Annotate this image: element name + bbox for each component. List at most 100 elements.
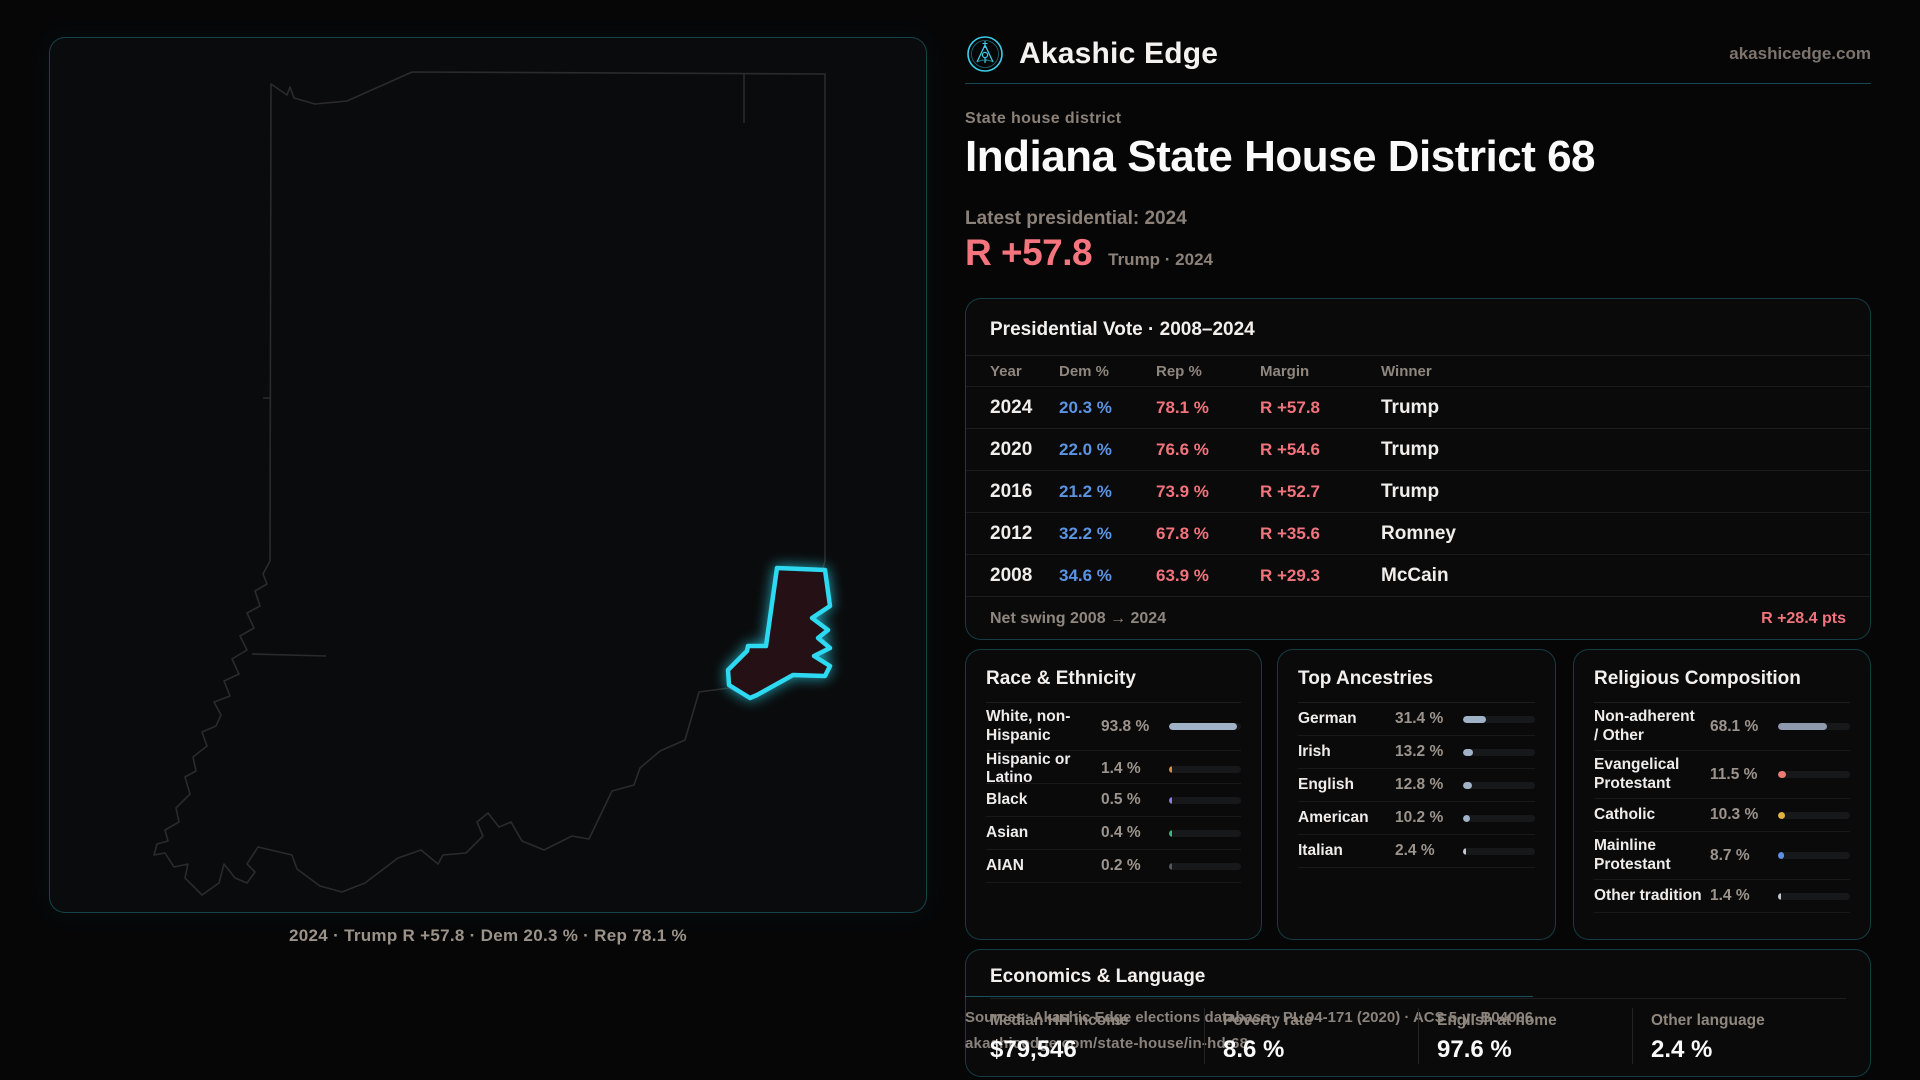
stat-cell: Other language 2.4 % xyxy=(1632,1008,1846,1064)
stat-bar xyxy=(1169,862,1241,870)
religious-composition-panel: Religious Composition Non-adherent / Oth… xyxy=(1573,649,1871,940)
stat-label: Hispanic or Latino xyxy=(986,751,1071,787)
stat-row: Non-adherent / Other 68.1 % xyxy=(1594,703,1850,751)
race-ethnicity-panel: Race & Ethnicity White, non-Hispanic 93.… xyxy=(965,649,1262,940)
presidential-panel-title: Presidential Vote · 2008–2024 xyxy=(990,319,1255,340)
stat-value: 2.4 % xyxy=(1651,1036,1713,1063)
year-cell: 2008 xyxy=(990,564,1033,586)
stat-bar xyxy=(1463,814,1535,822)
stat-value: 0.2 % xyxy=(1101,857,1141,874)
stat-label: Catholic xyxy=(1594,805,1656,823)
margin-value: R +57.8 xyxy=(965,232,1093,273)
stat-row: Irish 13.2 % xyxy=(1298,736,1535,769)
sources-line: Sources: Akashic Edge elections database… xyxy=(965,1009,1534,1026)
stat-bar xyxy=(1169,723,1241,730)
col-winner: Winner xyxy=(1381,362,1432,380)
stat-row: Black 0.5 % xyxy=(986,784,1241,817)
stat-row: White, non-Hispanic 93.8 % xyxy=(986,703,1241,751)
map-caption: 2024 · Trump R +57.8 · Dem 20.3 % · Rep … xyxy=(289,926,687,945)
indiana-map xyxy=(153,71,833,896)
winner-cell: McCain xyxy=(1381,564,1449,586)
stat-value: 12.8 % xyxy=(1395,776,1444,793)
stat-label: AIAN xyxy=(986,856,1024,874)
table-header-row: Year Dem % Rep % Margin Winner xyxy=(966,356,1870,387)
year-cell: 2012 xyxy=(990,522,1033,544)
stat-row: Mainline Protestant 8.7 % xyxy=(1594,832,1850,880)
margin-subtext: Trump · 2024 xyxy=(1108,250,1213,269)
top-ancestries-panel: Top Ancestries German 31.4 % Irish 13.2 … xyxy=(1277,649,1556,940)
winner-cell: Trump xyxy=(1381,396,1440,418)
stat-row: American 10.2 % xyxy=(1298,802,1535,835)
stat-row: Catholic 10.3 % xyxy=(1594,799,1850,832)
margin-cell: R +57.8 xyxy=(1260,397,1321,417)
stat-row: German 31.4 % xyxy=(1298,703,1535,736)
stat-value: 8.6 % xyxy=(1223,1036,1285,1063)
rep-cell: 67.8 % xyxy=(1156,523,1209,543)
divider xyxy=(986,702,1241,703)
stat-row: AIAN 0.2 % xyxy=(986,850,1241,883)
district-map-panel xyxy=(49,37,927,913)
district-shape[interactable] xyxy=(725,565,833,701)
stat-label: Other language xyxy=(1651,1012,1765,1029)
dem-cell: 34.6 % xyxy=(1059,565,1112,585)
presidential-vote-panel: Presidential Vote · 2008–2024 Year Dem %… xyxy=(965,298,1871,640)
stat-value: 1.4 % xyxy=(1101,760,1141,778)
boundary-artifact-mid xyxy=(251,653,327,657)
stat-label: Evangelical Protestant xyxy=(1594,756,1680,792)
stat-label: Mainline Protestant xyxy=(1594,837,1671,873)
winner-cell: Romney xyxy=(1381,522,1456,544)
stat-label: Non-adherent / Other xyxy=(1594,708,1695,744)
stat-value: 10.2 % xyxy=(1395,809,1444,826)
table-row: 2024 20.3 % 78.1 % R +57.8 Trump xyxy=(966,387,1870,429)
net-swing-label: Net swing 2008 → 2024 xyxy=(990,610,1167,627)
stat-bar xyxy=(1463,847,1535,855)
table-row: 2016 21.2 % 73.9 % R +52.7 Trump xyxy=(966,471,1870,513)
divider xyxy=(966,355,1870,356)
brand-domain-link[interactable]: akashicedge.com xyxy=(1729,44,1871,63)
dem-cell: 20.3 % xyxy=(1059,397,1112,417)
rep-cell: 76.6 % xyxy=(1156,439,1209,459)
stat-bar xyxy=(1463,748,1535,756)
stat-cell: Poverty rate 8.6 % xyxy=(1204,1008,1418,1064)
margin-cell: R +35.6 xyxy=(1260,523,1321,543)
year-cell: 2024 xyxy=(990,396,1033,418)
col-margin: Margin xyxy=(1260,362,1310,380)
economics-panel-title: Economics & Language xyxy=(990,966,1206,987)
rep-cell: 78.1 % xyxy=(1156,397,1209,417)
stat-value: 10.3 % xyxy=(1710,806,1759,823)
stat-label: Other tradition xyxy=(1594,886,1702,904)
headline-margin: R +57.8 Trump · 2024 xyxy=(965,232,1213,274)
stat-label: Italian xyxy=(1298,841,1343,859)
margin-cell: R +29.3 xyxy=(1260,565,1321,585)
stat-bar xyxy=(1778,771,1850,778)
stat-row: English 12.8 % xyxy=(1298,769,1535,802)
stat-value: 2.4 % xyxy=(1395,842,1435,859)
stat-label: German xyxy=(1298,709,1357,727)
stat-bar xyxy=(1778,811,1850,819)
stat-label: Median HH income xyxy=(990,1012,1129,1029)
divider xyxy=(990,998,1846,999)
winner-cell: Trump xyxy=(1381,480,1440,502)
stat-cell: Median HH income $79,546 xyxy=(990,1008,1204,1064)
source-permalink[interactable]: akashicedge.com/state-house/in-hd-68 xyxy=(965,1035,1249,1053)
rep-cell: 63.9 % xyxy=(1156,565,1209,585)
table-row: 2008 34.6 % 63.9 % R +29.3 McCain xyxy=(966,555,1870,597)
stat-label: Irish xyxy=(1298,742,1331,760)
winner-cell: Trump xyxy=(1381,438,1440,460)
stat-label: Black xyxy=(986,790,1028,808)
stat-value: 0.4 % xyxy=(1101,824,1141,841)
detail-column: Akashic Edge akashicedge.com State house… xyxy=(965,30,1871,1080)
divider xyxy=(1298,702,1535,703)
margin-cell: R +54.6 xyxy=(1260,439,1321,459)
year-cell: 2020 xyxy=(990,438,1033,460)
stat-bar xyxy=(1169,796,1241,804)
stat-bar xyxy=(1463,715,1535,723)
rep-cell: 73.9 % xyxy=(1156,481,1209,501)
table-row: 2020 22.0 % 76.6 % R +54.6 Trump xyxy=(966,429,1870,471)
stat-label: English at home xyxy=(1437,1012,1557,1029)
stat-label: Poverty rate xyxy=(1223,1012,1313,1029)
stat-value: 93.8 % xyxy=(1101,717,1150,735)
net-swing-footer: Net swing 2008 → 2024 R +28.4 pts xyxy=(990,597,1846,641)
year-cell: 2016 xyxy=(990,480,1033,502)
header-divider xyxy=(965,83,1871,84)
